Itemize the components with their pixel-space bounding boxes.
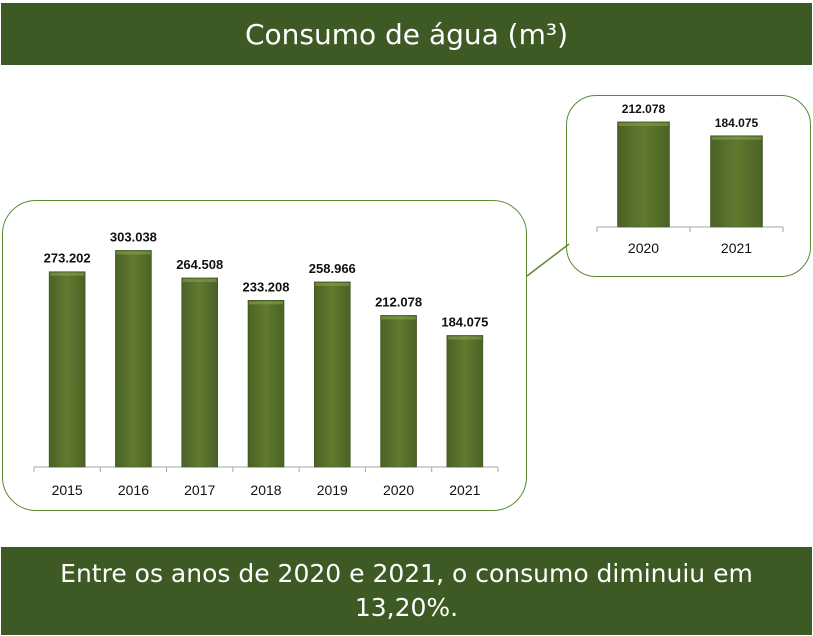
bar-2021: [710, 135, 763, 228]
bar-highlight: [50, 272, 85, 276]
callout-connector-line: [526, 243, 570, 277]
inset-bar-chart: 212.078 2020 184.075 2021: [596, 102, 784, 256]
bar-highlight: [182, 278, 217, 282]
data-label: 212.078: [375, 294, 422, 309]
x-tick-label: 2020: [383, 482, 414, 498]
x-tick-label: 2016: [118, 482, 149, 498]
chart-title-banner: Consumo de água (m³): [1, 3, 812, 65]
bar-2020: [617, 121, 670, 228]
main-bar-chart: 273.202 2015 303.038 2016 264.508 2017 233.208…: [33, 229, 499, 498]
data-label: 273.202: [44, 251, 91, 266]
data-label: 258.966: [309, 261, 356, 276]
bar-highlight: [618, 122, 669, 126]
inset-chart-panel: [566, 95, 811, 277]
x-tick-label: 2021: [449, 482, 480, 498]
data-label: 264.508: [176, 257, 223, 272]
data-label: 184.075: [441, 314, 488, 329]
bar-2018: [247, 300, 285, 468]
summary-banner: Entre os anos de 2020 e 2021, o consumo …: [1, 547, 812, 635]
bar-highlight: [447, 336, 482, 340]
bar-2020: [380, 315, 417, 468]
bar-2021: [446, 335, 484, 468]
data-label: 233.208: [243, 279, 290, 294]
bar-highlight: [249, 301, 283, 305]
data-label: 212.078: [622, 102, 666, 116]
x-tick-label: 2015: [52, 482, 83, 498]
bar-2017: [181, 277, 219, 468]
x-tick-label: 2021: [721, 240, 752, 256]
bar-2016: [115, 250, 152, 468]
bar-2015: [48, 271, 86, 468]
data-label: 303.038: [110, 229, 157, 244]
x-tick-label: 2018: [250, 482, 281, 498]
bar-highlight: [381, 316, 416, 320]
data-label: 184.075: [715, 116, 759, 130]
bar-highlight: [711, 136, 762, 140]
bar-highlight: [315, 282, 350, 286]
bar-2019: [313, 281, 351, 468]
x-tick-label: 2020: [628, 240, 659, 256]
x-tick-label: 2019: [317, 482, 348, 498]
summary-text: Entre os anos de 2020 e 2021, o consumo …: [60, 559, 753, 622]
bar-highlight: [116, 251, 151, 255]
chart-title: Consumo de água (m³): [244, 17, 569, 51]
x-tick-label: 2017: [184, 482, 215, 498]
